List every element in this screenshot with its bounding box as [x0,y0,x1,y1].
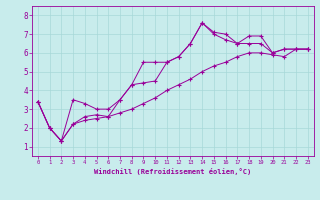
X-axis label: Windchill (Refroidissement éolien,°C): Windchill (Refroidissement éolien,°C) [94,168,252,175]
